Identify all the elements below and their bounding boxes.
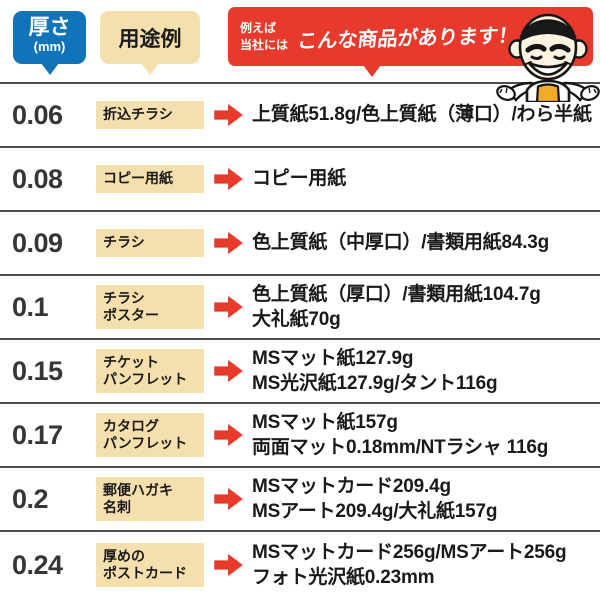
usage-header-title: 用途例	[118, 27, 182, 51]
thickness-value: 0.2	[12, 483, 49, 514]
product-list: MSマットカード209.4g MSアート209.4g/大礼紙157g	[252, 475, 498, 522]
usage-label: カタログ パンフレット	[96, 412, 204, 458]
arrow-right-icon	[214, 103, 243, 127]
arrow-right-icon	[214, 359, 243, 383]
thickness-value: 0.06	[12, 99, 63, 130]
usage-label: コピー用紙	[96, 165, 204, 193]
table-row: 0.06 折込チラシ 上質紙51.8g/色上質紙（薄口）/わら半紙	[0, 84, 600, 148]
product-list: 上質紙51.8g/色上質紙（薄口）/わら半紙	[252, 104, 592, 126]
usage-label: チラシ	[96, 229, 204, 257]
table-row: 0.09 チラシ 色上質紙（中厚口）/書類用紙84.3g	[0, 212, 600, 276]
product-list: MSマット紙127.9g MS光沢紙127.9g/タント116g	[252, 347, 498, 394]
usage-header-bubble: 用途例	[100, 11, 200, 64]
product-list: MSマットカード256g/MSアート256g フォト光沢紙0.23mm	[252, 541, 567, 588]
thickness-header-unit: (mm)	[33, 39, 66, 55]
thickness-value: 0.1	[12, 291, 49, 322]
arrow-right-icon	[214, 487, 243, 511]
arrow-right-icon	[214, 167, 243, 191]
header: 厚さ (mm) 用途例 例えば 当社には こんな商品があります！	[0, 0, 600, 102]
arrow-right-icon	[214, 295, 243, 319]
table-row: 0.1 チラシ ポスター 色上質紙（厚口）/書類用紙104.7g 大礼紙70g	[0, 276, 600, 340]
usage-label: チラシ ポスター	[96, 284, 204, 330]
promo-message: こんな商品があります！	[296, 25, 520, 53]
arrow-right-icon	[214, 423, 243, 447]
table-row: 0.08 コピー用紙 コピー用紙	[0, 148, 600, 212]
arrow-right-icon	[214, 553, 243, 577]
thickness-header-title: 厚さ	[28, 16, 71, 39]
thickness-value: 0.24	[12, 549, 63, 580]
product-list: MSマット紙157g 両面マット0.18mm/NTラシャ 116g	[252, 411, 549, 458]
thickness-value: 0.09	[12, 227, 63, 258]
thickness-value: 0.15	[12, 355, 63, 386]
thickness-value: 0.08	[12, 163, 63, 194]
thickness-header-bubble: 厚さ (mm)	[13, 11, 86, 64]
product-list: コピー用紙	[252, 168, 347, 190]
table-row: 0.24 厚めの ポストカード MSマットカード256g/MSアート256g フ…	[0, 532, 600, 598]
product-list: 色上質紙（厚口）/書類用紙104.7g 大礼紙70g	[252, 283, 541, 330]
promo-prefix: 例えば 当社には	[240, 20, 289, 52]
thickness-value: 0.17	[12, 419, 63, 450]
table-row: 0.2 郵便ハガキ 名刺 MSマットカード209.4g MSアート209.4g/…	[0, 468, 600, 532]
table-row: 0.15 チケット パンフレット MSマット紙127.9g MS光沢紙127.9…	[0, 340, 600, 404]
product-list: 色上質紙（中厚口）/書類用紙84.3g	[252, 232, 550, 254]
usage-label: 折込チラシ	[96, 101, 204, 129]
mascot-character	[496, 13, 600, 102]
table-row: 0.17 カタログ パンフレット MSマット紙157g 両面マット0.18mm/…	[0, 404, 600, 468]
arrow-right-icon	[214, 231, 243, 255]
usage-label: チケット パンフレット	[96, 348, 204, 394]
thickness-table: 0.06 折込チラシ 上質紙51.8g/色上質紙（薄口）/わら半紙 0.08 コ…	[0, 84, 600, 598]
usage-label: 厚めの ポストカード	[96, 542, 204, 588]
usage-label: 郵便ハガキ 名刺	[96, 476, 204, 522]
